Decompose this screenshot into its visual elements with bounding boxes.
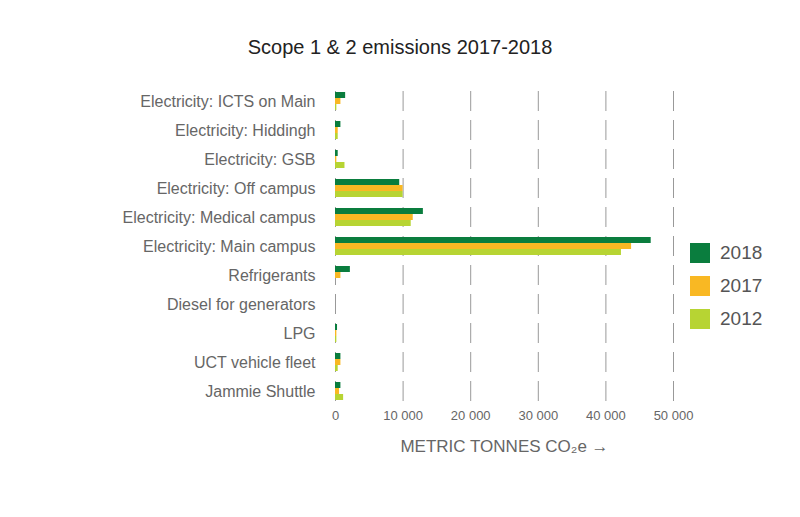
svg-text:Electricity: Medical campus: Electricity: Medical campus [123,209,316,226]
svg-text:10 000: 10 000 [383,408,423,423]
svg-text:50 000: 50 000 [654,408,694,423]
svg-text:Electricity: GSB: Electricity: GSB [204,151,315,168]
svg-text:40 000: 40 000 [586,408,626,423]
svg-text:Refrigerants: Refrigerants [228,267,315,284]
html-text:2012: 2012 [720,307,763,329]
svg-text:Electricity: Hiddingh: Electricity: Hiddingh [175,122,316,139]
svg-text:Jammie Shuttle: Jammie Shuttle [205,383,315,400]
html-text:Scope 1 & 2 emissions 2017-201: Scope 1 & 2 emissions 2017-2018 [247,36,553,58]
svg-text:Electricity: ICTS on Main: Electricity: ICTS on Main [140,93,315,110]
svg-text:LPG: LPG [283,325,315,342]
html-text:2017: 2017 [720,274,763,296]
svg-text:Electricity: Main campus: Electricity: Main campus [143,238,316,255]
svg-text:METRIC TONNES CO₂e →: METRIC TONNES CO₂e → [400,437,608,456]
svg-text:0: 0 [332,408,339,423]
svg-text:UCT vehicle fleet: UCT vehicle fleet [194,354,316,371]
html-text:2018: 2018 [720,241,763,263]
svg-text:Diesel for generators: Diesel for generators [167,296,316,313]
svg-text:20 000: 20 000 [451,408,491,423]
svg-text:30 000: 30 000 [518,408,558,423]
svg-text:Electricity: Off campus: Electricity: Off campus [157,180,316,197]
